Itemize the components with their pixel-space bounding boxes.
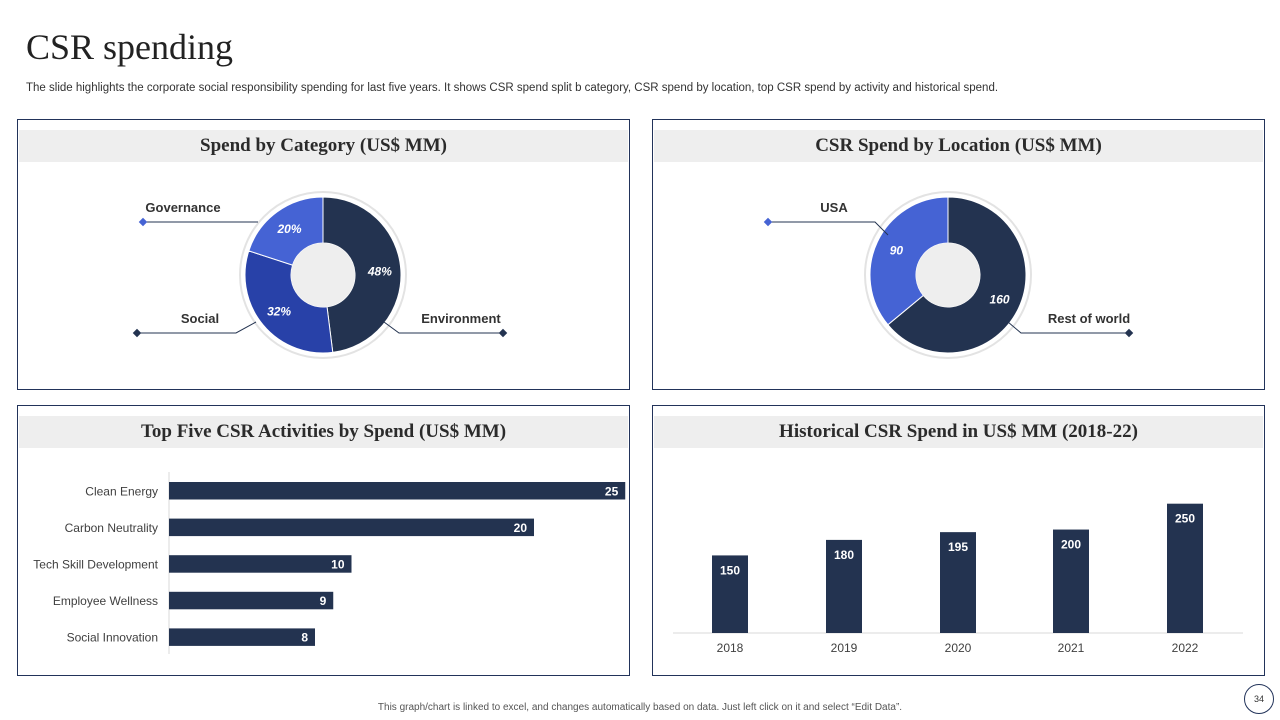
donut-value-label-rest-of-world: 160 [990, 292, 1010, 306]
category-label-governance: Governance [145, 200, 220, 215]
donut-value-label-usa: 90 [890, 244, 904, 258]
donut-slice-social [244, 250, 334, 354]
callout-marker-social [132, 328, 142, 338]
bar-value-label-clean-energy: 25 [605, 484, 619, 498]
bar-value-label-2022: 250 [1175, 512, 1195, 526]
page-number: 34 [1244, 684, 1274, 714]
donut-value-label-governance: 20% [276, 222, 301, 236]
category-label-rest-of-world: Rest of world [1048, 311, 1130, 326]
activities-panel[interactable]: Top Five CSR Activities by Spend (US$ MM… [17, 405, 630, 676]
bar-clean-energy [169, 482, 626, 500]
donut-value-label-social: 32% [267, 304, 291, 318]
bar-employee-wellness [169, 591, 334, 610]
category-donut-chart[interactable]: 48% 32% 20% Governance Social Environment [18, 120, 631, 391]
bar-tech-skill-development [169, 555, 352, 573]
category-label-employee-wellness: Employee Wellness [53, 594, 158, 608]
activities-chart-title: Top Five CSR Activities by Spend (US$ MM… [19, 416, 628, 448]
category-panel[interactable]: Spend by Category (US$ MM) 48% 32% 20% Gove… [17, 119, 630, 390]
callout-line-environment [383, 321, 503, 334]
donut-value-label-environment: 48% [367, 264, 392, 278]
x-tick-label-2020: 2020 [945, 641, 972, 655]
category-label-social: Social [181, 311, 219, 326]
callout-line-rest-of-world [1007, 321, 1129, 334]
bar-2018 [712, 555, 748, 633]
historical-chart-title: Historical CSR Spend in US$ MM (2018-22) [654, 416, 1263, 448]
bar-2019 [826, 539, 862, 633]
category-label-environment: Environment [421, 311, 501, 326]
bar-value-label-social-innovation: 8 [301, 631, 308, 645]
bar-value-label-employee-wellness: 9 [320, 594, 327, 608]
slide-subtitle: The slide highlights the corporate socia… [26, 82, 999, 94]
historical-panel[interactable]: Historical CSR Spend in US$ MM (2018-22)… [652, 405, 1265, 676]
x-tick-label-2022: 2022 [1172, 641, 1199, 655]
bar-2020 [940, 532, 976, 633]
callout-line-usa [768, 221, 889, 236]
location-panel[interactable]: CSR Spend by Location (US$ MM) 160 90 USA R… [652, 119, 1265, 390]
bar-value-label-tech-skill-development: 10 [331, 557, 345, 571]
bar-2022 [1167, 503, 1203, 633]
callout-marker-environment [498, 328, 508, 338]
bar-value-label-2019: 180 [834, 548, 854, 562]
category-label-clean-energy: Clean Energy [85, 484, 158, 498]
bar-value-label-carbon-neutrality: 20 [514, 521, 528, 535]
category-label-usa: USA [820, 200, 848, 215]
x-tick-label-2018: 2018 [717, 641, 744, 655]
category-label-social-innovation: Social Innovation [67, 631, 158, 645]
location-chart-title: CSR Spend by Location (US$ MM) [654, 130, 1263, 162]
callout-marker-usa [763, 217, 773, 227]
x-tick-label-2021: 2021 [1058, 641, 1085, 655]
bar-social-innovation [169, 628, 315, 646]
bar-value-label-2021: 200 [1061, 538, 1081, 552]
donut-hole [291, 243, 355, 307]
historical-bar-chart[interactable]: 150 2018 180 2019 195 2020 200 2021 250 2022 [653, 406, 1266, 677]
bar-value-label-2018: 150 [720, 563, 740, 577]
callout-line-social [137, 321, 257, 334]
category-label-tech-skill-development: Tech Skill Development [33, 557, 158, 571]
callout-marker-rest-of-world [1124, 328, 1134, 338]
donut-hole [916, 243, 980, 307]
location-donut-chart[interactable]: 160 90 USA Rest of world [653, 120, 1266, 391]
slide-title: CSR spending [26, 27, 234, 67]
footer-note: This graph/chart is linked to excel, and… [377, 702, 903, 713]
bar-carbon-neutrality [169, 518, 534, 537]
callout-marker-governance [138, 217, 148, 227]
bar-2021 [1053, 529, 1089, 633]
activities-bar-chart[interactable]: 25 Clean Energy 20 Carbon Neutrality 10 Tech … [18, 406, 631, 677]
category-chart-title: Spend by Category (US$ MM) [19, 130, 628, 162]
category-label-carbon-neutrality: Carbon Neutrality [65, 521, 158, 535]
x-tick-label-2019: 2019 [831, 641, 858, 655]
bar-value-label-2020: 195 [948, 540, 968, 554]
